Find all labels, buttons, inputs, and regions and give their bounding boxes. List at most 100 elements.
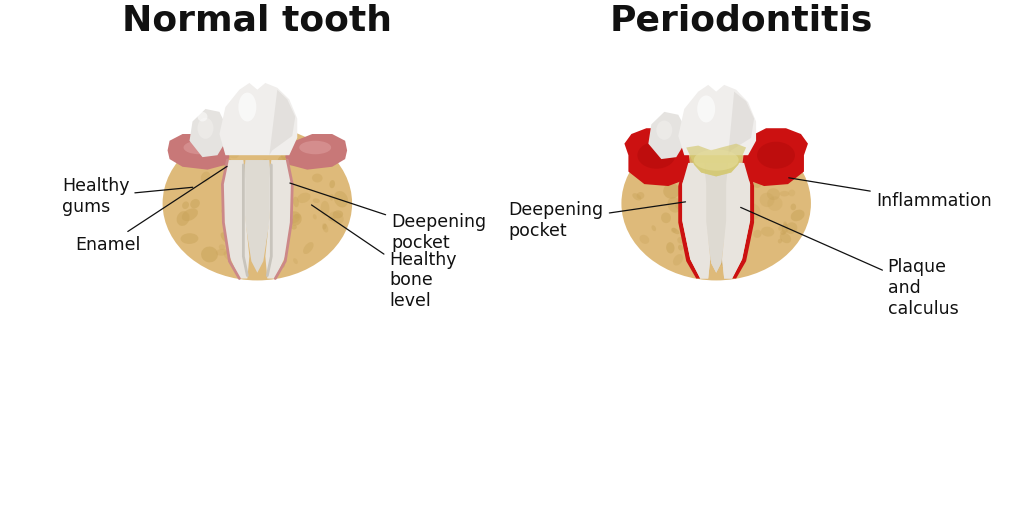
Ellipse shape	[222, 214, 241, 223]
Ellipse shape	[249, 208, 263, 220]
Polygon shape	[265, 160, 292, 279]
Ellipse shape	[254, 185, 263, 195]
Ellipse shape	[229, 211, 242, 224]
Ellipse shape	[266, 227, 279, 239]
Ellipse shape	[689, 154, 699, 164]
Ellipse shape	[754, 180, 762, 188]
Ellipse shape	[251, 198, 256, 204]
Ellipse shape	[788, 189, 796, 196]
Ellipse shape	[230, 140, 238, 147]
Ellipse shape	[229, 214, 242, 231]
Ellipse shape	[730, 235, 742, 246]
Ellipse shape	[262, 159, 269, 166]
Ellipse shape	[233, 187, 243, 193]
Ellipse shape	[757, 142, 795, 169]
Ellipse shape	[761, 226, 774, 236]
Ellipse shape	[323, 223, 329, 233]
Ellipse shape	[272, 249, 279, 255]
Polygon shape	[648, 112, 684, 159]
Ellipse shape	[701, 208, 713, 217]
Polygon shape	[732, 163, 754, 279]
Ellipse shape	[749, 157, 757, 163]
Ellipse shape	[242, 201, 254, 217]
Ellipse shape	[280, 198, 288, 203]
Ellipse shape	[242, 179, 247, 186]
Ellipse shape	[176, 211, 189, 226]
Ellipse shape	[254, 172, 261, 178]
Ellipse shape	[312, 198, 319, 203]
Ellipse shape	[712, 183, 721, 193]
Ellipse shape	[281, 151, 289, 161]
Ellipse shape	[767, 188, 780, 200]
Ellipse shape	[729, 197, 736, 203]
Ellipse shape	[712, 184, 726, 195]
Ellipse shape	[697, 95, 715, 122]
Polygon shape	[705, 163, 728, 273]
Polygon shape	[686, 144, 746, 176]
Ellipse shape	[714, 184, 724, 197]
Ellipse shape	[693, 181, 700, 185]
Ellipse shape	[198, 112, 208, 122]
Ellipse shape	[239, 93, 256, 122]
Ellipse shape	[785, 222, 798, 234]
Ellipse shape	[284, 153, 299, 166]
Polygon shape	[168, 134, 229, 170]
Ellipse shape	[278, 156, 286, 169]
Polygon shape	[686, 144, 746, 176]
Polygon shape	[222, 160, 250, 279]
Ellipse shape	[701, 218, 711, 227]
Ellipse shape	[244, 199, 250, 207]
Polygon shape	[682, 163, 711, 279]
Ellipse shape	[693, 149, 738, 171]
Text: Inflammation: Inflammation	[788, 178, 991, 211]
Ellipse shape	[667, 242, 675, 253]
Ellipse shape	[321, 201, 330, 216]
Ellipse shape	[653, 151, 659, 160]
Ellipse shape	[671, 227, 677, 233]
Text: Enamel: Enamel	[75, 166, 227, 254]
Ellipse shape	[286, 185, 291, 190]
Polygon shape	[722, 163, 751, 279]
Ellipse shape	[198, 117, 213, 139]
Ellipse shape	[264, 202, 273, 211]
Ellipse shape	[180, 233, 199, 244]
Ellipse shape	[662, 213, 671, 223]
Ellipse shape	[791, 209, 805, 221]
Ellipse shape	[249, 193, 257, 200]
Ellipse shape	[622, 126, 811, 280]
Ellipse shape	[760, 193, 774, 207]
Ellipse shape	[227, 150, 239, 158]
Ellipse shape	[265, 195, 271, 199]
Ellipse shape	[778, 239, 782, 243]
Ellipse shape	[282, 193, 292, 202]
Ellipse shape	[268, 168, 274, 172]
Ellipse shape	[738, 217, 745, 222]
Polygon shape	[728, 92, 754, 155]
Ellipse shape	[236, 166, 249, 177]
Ellipse shape	[713, 244, 718, 251]
Ellipse shape	[183, 141, 215, 154]
Ellipse shape	[648, 156, 658, 170]
Ellipse shape	[713, 166, 721, 178]
Ellipse shape	[698, 172, 706, 177]
Ellipse shape	[288, 211, 302, 226]
Ellipse shape	[733, 172, 739, 179]
Ellipse shape	[761, 152, 766, 159]
Ellipse shape	[201, 247, 218, 262]
Ellipse shape	[226, 215, 236, 224]
Polygon shape	[269, 90, 295, 155]
Ellipse shape	[637, 192, 644, 199]
Ellipse shape	[693, 149, 738, 171]
Ellipse shape	[720, 256, 728, 266]
Ellipse shape	[266, 165, 273, 174]
Ellipse shape	[312, 214, 316, 220]
Ellipse shape	[712, 213, 725, 222]
Text: Periodontitis: Periodontitis	[609, 4, 872, 38]
Ellipse shape	[699, 210, 705, 217]
Polygon shape	[286, 134, 347, 170]
Ellipse shape	[736, 218, 744, 225]
Ellipse shape	[333, 211, 343, 218]
Ellipse shape	[716, 200, 729, 214]
Ellipse shape	[275, 239, 287, 251]
Ellipse shape	[297, 193, 310, 203]
